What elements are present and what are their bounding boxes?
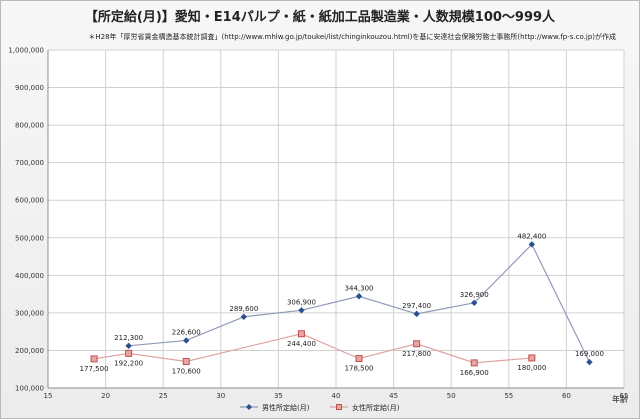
y-tick-label: 100,000 bbox=[15, 385, 44, 393]
data-point-male bbox=[471, 299, 478, 306]
axes: 100,000 200,000 300,000 400,000 500,000 600,0… bbox=[8, 47, 628, 401]
y-tick-label: 900,000 bbox=[15, 84, 44, 92]
y-tick-label: 600,000 bbox=[15, 197, 44, 205]
data-label: 178,500 bbox=[345, 365, 374, 373]
data-point-male bbox=[298, 307, 305, 314]
data-label: 482,400 bbox=[517, 232, 546, 240]
x-tick-label: 50 bbox=[447, 392, 456, 400]
data-point-male bbox=[183, 337, 190, 344]
y-tick-label: 500,000 bbox=[15, 234, 44, 242]
data-point-male bbox=[586, 358, 593, 366]
x-axis-label: 年齢 bbox=[612, 394, 628, 404]
data-point-female bbox=[413, 340, 421, 348]
data-point-female bbox=[470, 359, 478, 367]
data-point-male bbox=[413, 310, 420, 318]
data-labels: 212,300 226,600 289,600 306,900 344,300 297,4… bbox=[80, 232, 604, 376]
data-label: 169,000 bbox=[575, 350, 604, 358]
data-point-male bbox=[125, 342, 132, 350]
data-point-female bbox=[355, 355, 363, 363]
data-label: 297,400 bbox=[402, 302, 431, 310]
data-label: 166,900 bbox=[460, 369, 489, 377]
legend-marker-female bbox=[336, 404, 342, 410]
data-label: 344,300 bbox=[345, 284, 374, 292]
data-label: 177,500 bbox=[80, 365, 109, 373]
data-point-female bbox=[90, 355, 98, 363]
y-tick-label: 200,000 bbox=[15, 347, 44, 355]
legend-label: 男性所定給(月) bbox=[262, 403, 310, 412]
series-layer bbox=[90, 241, 593, 367]
x-tick-label: 15 bbox=[44, 392, 53, 400]
x-tick-label: 30 bbox=[216, 392, 225, 400]
chart-subtitle: ＊H28年「厚労省賃金構造基本統計調査」(http://www.mhlw.go.… bbox=[88, 33, 616, 41]
data-point-female bbox=[125, 349, 133, 357]
data-point-male bbox=[355, 293, 363, 300]
x-tick-label: 20 bbox=[101, 392, 110, 400]
data-point-male bbox=[528, 241, 536, 248]
legend-marker-male bbox=[246, 404, 252, 410]
y-tick-label: 400,000 bbox=[15, 272, 44, 280]
data-label: 289,600 bbox=[229, 305, 258, 313]
x-tick-label: 65 bbox=[620, 392, 629, 400]
data-point-female bbox=[528, 354, 536, 362]
data-label: 180,000 bbox=[517, 364, 546, 372]
x-tick-label: 25 bbox=[159, 392, 168, 400]
x-tick-label: 60 bbox=[562, 392, 571, 400]
y-tick-label: 700,000 bbox=[15, 159, 44, 167]
data-label: 217,800 bbox=[402, 350, 431, 358]
data-point-male bbox=[240, 313, 248, 320]
data-label: 192,200 bbox=[114, 359, 143, 367]
data-label: 212,300 bbox=[114, 334, 143, 342]
legend: 男性所定給(月) 女性所定給(月) bbox=[240, 403, 400, 412]
x-tick-label: 45 bbox=[389, 392, 398, 400]
legend-label: 女性所定給(月) bbox=[352, 403, 400, 412]
data-label: 226,600 bbox=[172, 328, 201, 336]
x-tick-label: 40 bbox=[332, 392, 341, 400]
y-tick-label: 300,000 bbox=[15, 309, 44, 317]
data-label: 170,600 bbox=[172, 367, 201, 375]
y-tick-label: 800,000 bbox=[15, 122, 44, 130]
series-line-female bbox=[93, 333, 532, 364]
data-label: 244,400 bbox=[287, 340, 316, 348]
y-tick-label: 1,000,000 bbox=[8, 47, 44, 55]
data-label: 326,900 bbox=[460, 291, 489, 299]
data-point-female bbox=[182, 357, 190, 365]
x-tick-label: 35 bbox=[274, 392, 283, 400]
data-label: 306,900 bbox=[287, 298, 316, 306]
chart-title: 【所定給(月)】愛知・E14パルプ・紙・紙加工品製造業・人数規模100～999人 bbox=[84, 10, 556, 25]
x-tick-label: 55 bbox=[504, 392, 513, 400]
data-point-female bbox=[297, 330, 305, 338]
